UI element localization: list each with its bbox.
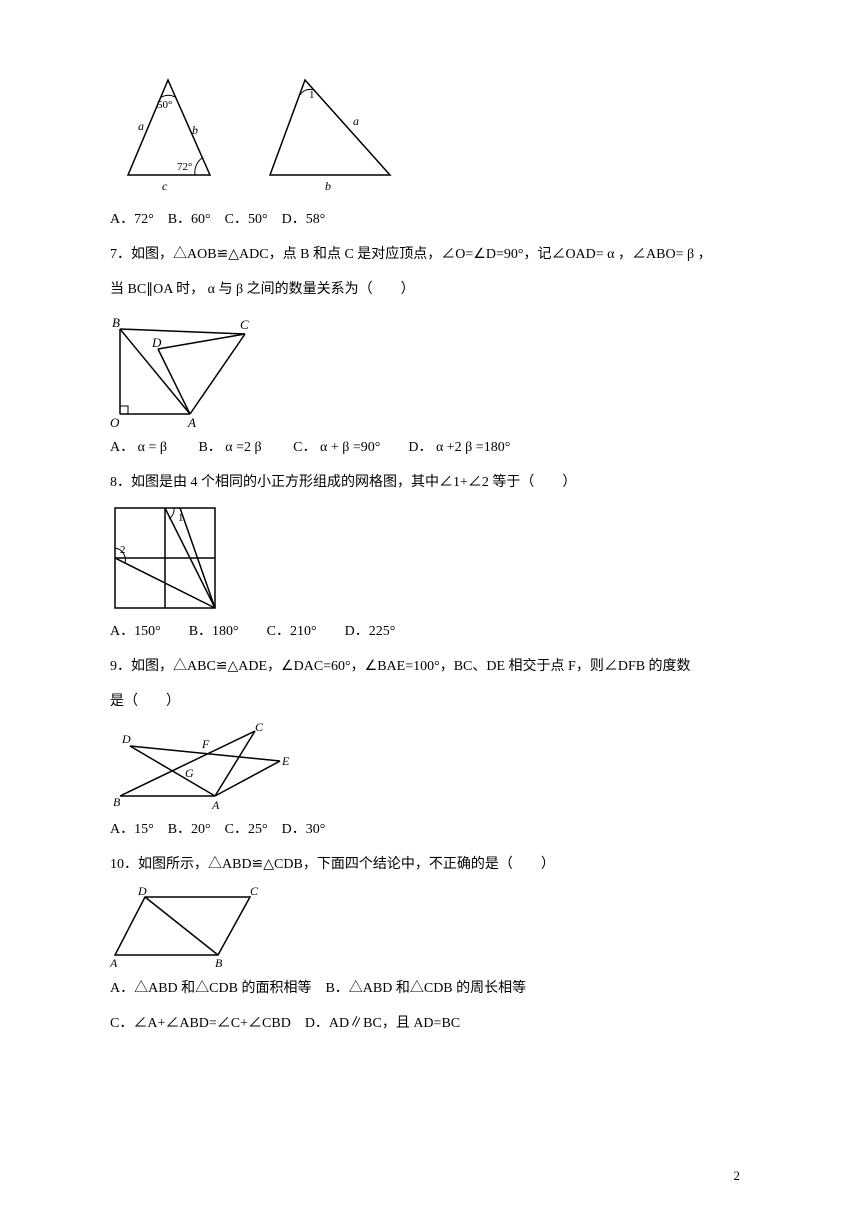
q8-figure: 1 2 [110,503,220,613]
q7-figure: B C D O A [110,309,260,429]
svg-text:D: D [137,885,147,898]
svg-text:72°: 72° [177,161,192,173]
q6-figures: 50° 72° a b c 1 a b [110,70,750,195]
svg-text:B: B [215,956,223,970]
q10-line1: 10．如图所示，△ABD≌△CDB，下面四个结论中，不正确的是（ ） [110,850,750,881]
q8-options: A．150° B．180° C．210° D．225° [110,617,750,648]
triangle-1: 50° 72° a b c [110,70,235,195]
q6-options: A．72° B．60° C．50° D．58° [110,205,750,236]
svg-text:A: A [110,956,118,970]
q7-line2: 当 BC∥OA 时， α 与 β 之间的数量关系为（ ） [110,275,750,306]
q10-figure: D C A B [110,885,270,970]
q8-line1: 8．如图是由 4 个相同的小正方形组成的网格图，其中∠1+∠2 等于（ ） [110,468,750,499]
svg-text:a: a [138,119,144,133]
svg-text:G: G [185,766,194,780]
svg-text:b: b [192,123,198,137]
svg-text:C: C [250,885,259,898]
q7-line1: 7．如图，△AOB≌△ADC，点 B 和点 C 是对应顶点，∠O=∠D=90°，… [110,240,750,271]
q9-line1: 9．如图，△ABC≌△ADE，∠DAC=60°，∠BAE=100°，BC、DE … [110,652,750,683]
q10-option-a: A．△ABD 和△CDB 的面积相等 B．△ABD 和△CDB 的周长相等 [110,974,750,1005]
svg-text:1: 1 [178,512,184,524]
svg-text:C: C [255,721,264,734]
svg-text:A: A [211,798,220,811]
q7-options: A． α = β B． α =2 β C． α + β =90° D． α +2… [110,433,750,464]
svg-text:B: B [113,795,121,809]
svg-text:c: c [162,179,168,193]
svg-text:a: a [353,114,359,128]
svg-text:D: D [121,732,131,746]
svg-text:1: 1 [309,89,315,101]
page-number: 2 [734,1162,741,1191]
triangle-2: 1 a b [265,70,400,195]
q9-options: A．15° B．20° C．25° D．30° [110,815,750,846]
q9-line2: 是（ ） [110,687,750,718]
svg-text:F: F [201,737,210,751]
svg-text:2: 2 [120,544,126,556]
svg-text:D: D [151,335,162,350]
svg-text:A: A [187,415,196,429]
q9-figure: D F C E G B A [110,721,300,811]
q10-option-b: C．∠A+∠ABD=∠C+∠CBD D．AD∥BC，且 AD=BC [110,1009,750,1040]
svg-text:E: E [281,754,290,768]
svg-text:O: O [110,415,120,429]
svg-text:b: b [325,179,331,193]
svg-text:50°: 50° [157,99,172,111]
svg-text:C: C [240,317,249,332]
svg-text:B: B [112,315,120,330]
